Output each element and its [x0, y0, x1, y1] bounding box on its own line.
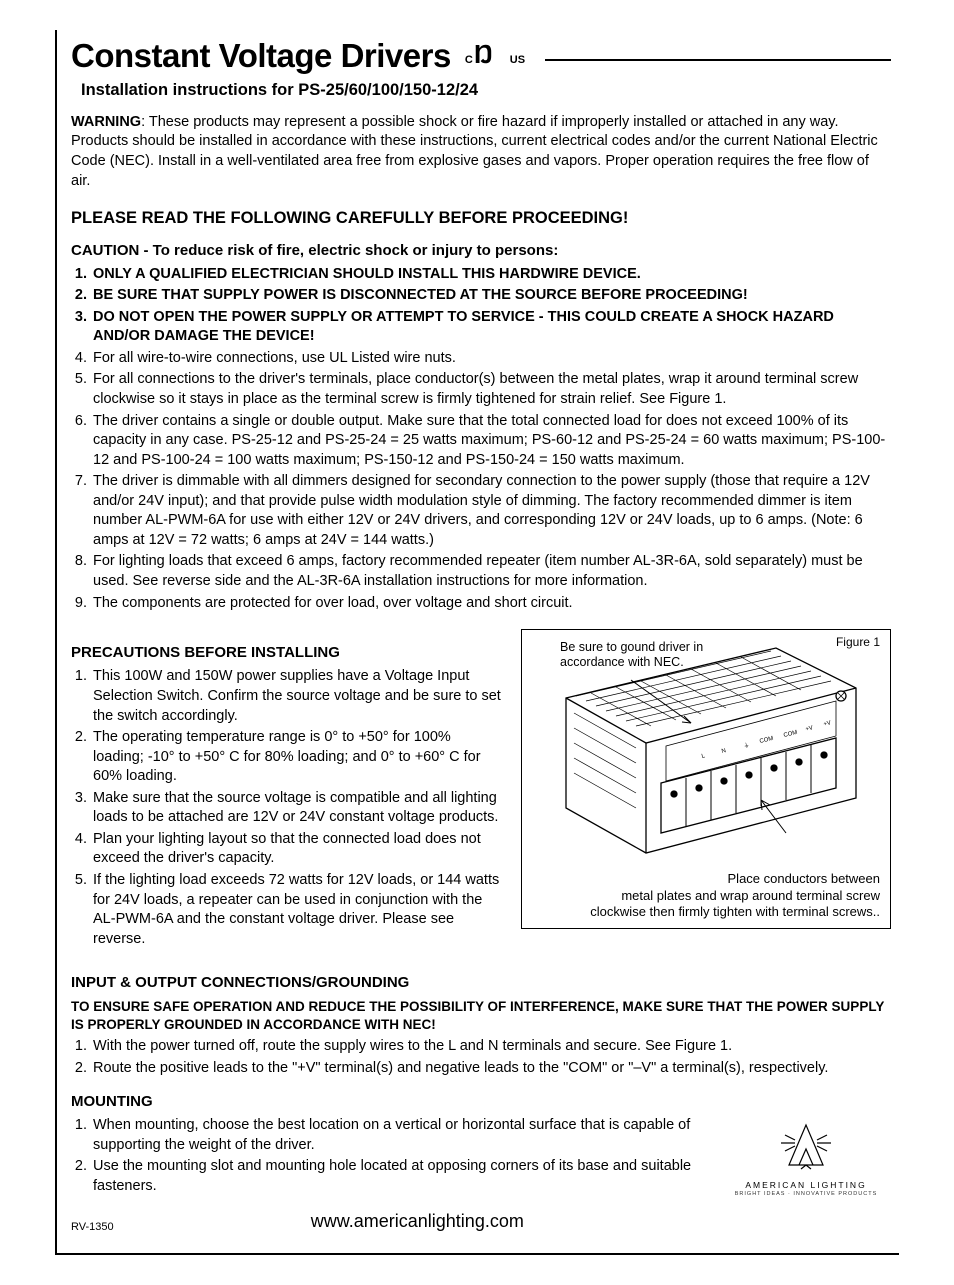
mounting-item: Use the mounting slot and mounting hole …: [91, 1157, 705, 1196]
title-row: Constant Voltage Drivers C Ŋ US: [71, 30, 891, 79]
caution-item: For lighting loads that exceed 6 amps, f…: [91, 552, 891, 591]
caution-item: The driver contains a single or double o…: [91, 412, 891, 471]
io-list: With the power turned off, route the sup…: [71, 1037, 891, 1078]
website-url: www.americanlighting.com: [134, 1209, 701, 1235]
caution-item: For all wire-to-wire connections, use UL…: [91, 349, 891, 369]
subtitle: Installation instructions for PS-25/60/1…: [71, 79, 891, 101]
caution-heading: CAUTION - To reduce risk of fire, electr…: [71, 241, 891, 261]
title-rule: [545, 59, 891, 61]
logo-name: AMERICAN LIGHTING: [721, 1180, 891, 1191]
caution-item: For all connections to the driver's term…: [91, 370, 891, 409]
io-item: Route the positive leads to the "+V" ter…: [91, 1059, 891, 1079]
figure-1-box: Figure 1 Be sure to gound driver in acco…: [521, 629, 891, 929]
caution-item: The components are protected for over lo…: [91, 594, 891, 614]
io-subheading: TO ENSURE SAFE OPERATION AND REDUCE THE …: [71, 998, 891, 1034]
precautions-column: PRECAUTIONS BEFORE INSTALLING This 100W …: [71, 629, 503, 951]
mounting-list: When mounting, choose the best location …: [71, 1116, 705, 1196]
ul-cert-icon: C Ŋ US: [465, 43, 525, 69]
precautions-row: PRECAUTIONS BEFORE INSTALLING This 100W …: [71, 629, 891, 951]
footer-row: RV-1350 www.americanlighting.com: [71, 1209, 891, 1235]
warning-label: WARNING: [71, 114, 141, 130]
figure-illustration: L N ⏚ COM COM +V +V: [532, 638, 880, 867]
precaution-item: This 100W and 150W power supplies have a…: [91, 667, 503, 726]
page-frame: Constant Voltage Drivers C Ŋ US Installa…: [55, 30, 899, 1255]
precaution-item: The operating temperature range is 0° to…: [91, 728, 503, 787]
warning-paragraph: WARNING: These products may represent a …: [71, 113, 891, 191]
logo-tagline: BRIGHT IDEAS · INNOVATIVE PRODUCTS: [721, 1191, 891, 1198]
caution-item: The driver is dimmable with all dimmers …: [91, 472, 891, 550]
caution-list: ONLY A QUALIFIED ELECTRICIAN SHOULD INST…: [71, 265, 891, 614]
svg-text:Ŋ: Ŋ: [474, 43, 492, 67]
io-heading: INPUT & OUTPUT CONNECTIONS/GROUNDING: [71, 973, 891, 993]
figure-label: Figure 1: [836, 635, 880, 650]
page-title: Constant Voltage Drivers: [71, 34, 451, 79]
mounting-item: When mounting, choose the best location …: [91, 1116, 705, 1155]
warning-text: : These products may represent a possibl…: [71, 114, 878, 189]
precautions-list: This 100W and 150W power supplies have a…: [71, 667, 503, 949]
figure-callout-bottom: Place conductors between metal plates an…: [532, 871, 880, 920]
precaution-item: If the lighting load exceeds 72 watts fo…: [91, 871, 503, 949]
caution-item: ONLY A QUALIFIED ELECTRICIAN SHOULD INST…: [91, 265, 891, 285]
revision-code: RV-1350: [71, 1220, 114, 1235]
read-carefully-heading: PLEASE READ THE FOLLOWING CAREFULLY BEFO…: [71, 207, 891, 229]
precautions-heading: PRECAUTIONS BEFORE INSTALLING: [71, 643, 503, 663]
precaution-item: Make sure that the source voltage is com…: [91, 789, 503, 828]
precaution-item: Plan your lighting layout so that the co…: [91, 830, 503, 869]
caution-item: DO NOT OPEN THE POWER SUPPLY OR ATTEMPT …: [91, 308, 891, 347]
company-logo: AMERICAN LIGHTING BRIGHT IDEAS · INNOVAT…: [721, 1121, 891, 1198]
figure-callout-top: Be sure to gound driver in accordance wi…: [560, 640, 703, 669]
mounting-heading: MOUNTING: [71, 1092, 891, 1112]
mounting-row: When mounting, choose the best location …: [71, 1116, 891, 1198]
io-item: With the power turned off, route the sup…: [91, 1037, 891, 1057]
caution-item: BE SURE THAT SUPPLY POWER IS DISCONNECTE…: [91, 286, 891, 306]
